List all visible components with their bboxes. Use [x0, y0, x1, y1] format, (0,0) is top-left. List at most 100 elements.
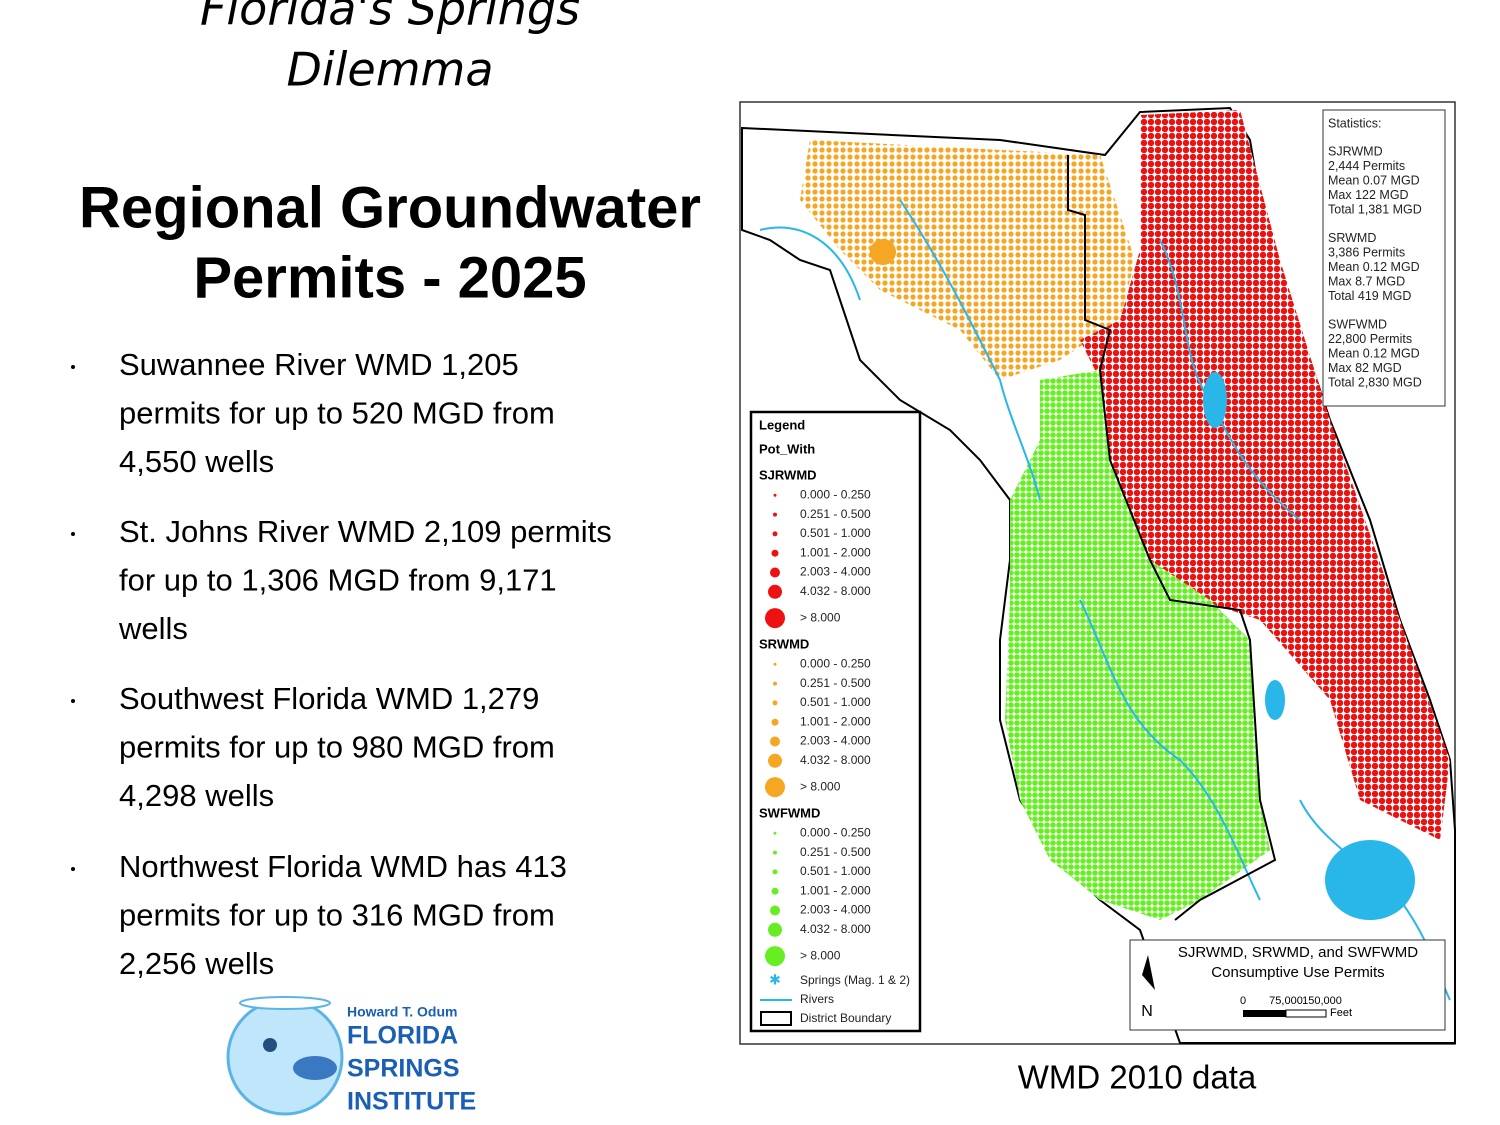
stats-line: Total 419 MGD	[1328, 289, 1411, 303]
scale-label: 150,000	[1302, 995, 1342, 1007]
legend-title: Legend	[759, 417, 805, 432]
bullet-dot	[71, 365, 75, 369]
legend-symbol	[773, 850, 777, 855]
legend: Legend Pot_With SJRWMD 0.000 - 0.250 0.251…	[749, 410, 922, 1033]
legend-symbol	[765, 608, 785, 629]
stats-line: 3,386 Permits	[1328, 245, 1405, 259]
legend-symbol	[771, 549, 779, 557]
legend-symbol	[765, 777, 785, 798]
stats-group: SRWMD	[1328, 231, 1376, 245]
legend-label: 2.003 - 4.000	[800, 903, 871, 917]
legend-symbol	[768, 922, 782, 937]
logo-text: Howard T. Odum	[347, 1004, 457, 1020]
bullet-dot	[71, 699, 75, 703]
legend-symbol	[770, 567, 780, 578]
stats-line: 22,800 Permits	[1328, 332, 1412, 346]
legend-label: 0.501 - 1.000	[800, 695, 871, 709]
bullet-text: Northwest Florida WMD has 413	[119, 849, 567, 884]
legend-label: 0.000 - 0.250	[800, 487, 871, 501]
stats-title: Statistics:	[1328, 116, 1382, 130]
scale-label: 0	[1240, 995, 1246, 1007]
scale-label: 75,000	[1269, 995, 1303, 1007]
bullet-text: Suwannee River WMD 1,205	[119, 347, 519, 382]
map-title: Consumptive Use Permits	[1211, 964, 1384, 981]
legend-label: 4.032 - 8.000	[800, 922, 871, 936]
legend-symbol	[773, 662, 777, 666]
legend-label: 0.000 - 0.250	[800, 825, 871, 839]
map-title-box: SJRWMD, SRWMD, and SWFWMD Consumptive Us…	[1129, 939, 1446, 1031]
stats-group: SJRWMD	[1328, 144, 1383, 158]
stats-group: SWFWMD	[1328, 317, 1387, 331]
legend-label: > 8.000	[800, 610, 841, 624]
logo: Howard T. Odum FLORIDA SPRINGS INSTITUTE	[226, 996, 476, 1116]
stats-line: Mean 0.07 MGD	[1328, 173, 1420, 187]
stats-line: Total 2,830 MGD	[1328, 375, 1422, 389]
legend-label: 0.251 - 0.500	[800, 845, 871, 859]
legend-label: 2.003 - 4.000	[800, 565, 871, 579]
legend-label: Rivers	[800, 992, 834, 1006]
legend-symbol	[772, 531, 778, 537]
bullet-dot	[71, 532, 75, 536]
legend-label: 1.001 - 2.000	[800, 883, 871, 897]
stats-line: Mean 0.12 MGD	[1328, 260, 1420, 274]
legend-label: > 8.000	[800, 779, 841, 793]
legend-symbol	[770, 905, 780, 916]
legend-group: SWFWMD	[759, 805, 820, 820]
title: Florida's Springs	[200, 0, 580, 36]
bullet-text: 4,298 wells	[119, 778, 274, 813]
legend-label: > 8.000	[800, 948, 841, 962]
north-arrow: N	[1141, 1003, 1153, 1020]
legend-symbol	[773, 512, 777, 517]
legend-label: 4.032 - 8.000	[800, 753, 871, 767]
logo-text: SPRINGS	[347, 1055, 460, 1083]
legend-symbol	[770, 736, 780, 747]
legend-label: 0.000 - 0.250	[800, 656, 871, 670]
stats-line: Max 122 MGD	[1328, 188, 1409, 202]
bullet-text: St. Johns River WMD 2,109 permits	[119, 514, 612, 549]
legend-label: 1.001 - 2.000	[800, 714, 871, 728]
legend-label: 0.251 - 0.500	[800, 507, 871, 521]
subtitle: Regional Groundwater	[79, 175, 701, 240]
legend-label: 2.003 - 4.000	[800, 734, 871, 748]
bullet-text: 2,256 wells	[119, 946, 274, 981]
legend-symbol	[771, 887, 779, 895]
map-title: SJRWMD, SRWMD, and SWFWMD	[1178, 944, 1418, 961]
legend-symbol	[773, 831, 777, 835]
stats-line: Max 82 MGD	[1328, 361, 1402, 375]
subtitle: Permits - 2025	[193, 245, 586, 310]
logo-text: INSTITUTE	[347, 1088, 476, 1116]
legend-symbol	[772, 700, 778, 706]
logo-text: FLORIDA	[347, 1022, 458, 1050]
legend-label: District Boundary	[800, 1011, 891, 1025]
legend-label: Springs (Mag. 1 & 2)	[800, 973, 910, 987]
legend-symbol	[771, 718, 779, 726]
bullet-list: Suwannee River WMD 1,205 permits for up t…	[71, 347, 612, 981]
legend-label: 0.251 - 0.500	[800, 676, 871, 690]
legend-group: SJRWMD	[759, 467, 817, 482]
legend-label: 0.501 - 1.000	[800, 526, 871, 540]
legend-label: 0.501 - 1.000	[800, 864, 871, 878]
legend-group: SRWMD	[759, 636, 809, 651]
stats-line: Mean 0.12 MGD	[1328, 346, 1420, 360]
legend-label: 4.032 - 8.000	[800, 584, 871, 598]
legend-symbol	[768, 753, 782, 768]
bullet-text: permits for up to 520 MGD from	[119, 396, 555, 431]
bullet-dot	[71, 867, 75, 871]
legend-symbol	[772, 869, 778, 875]
svg-text:✱: ✱	[769, 972, 781, 988]
bullet-text: wells	[118, 611, 188, 646]
bullet-text: permits for up to 980 MGD from	[119, 730, 555, 765]
legend-symbol	[773, 493, 777, 497]
scale-unit: Feet	[1330, 1007, 1352, 1019]
bullet-text: for up to 1,306 MGD from 9,171	[119, 563, 557, 598]
legend-symbol	[773, 681, 777, 686]
bullet-text: 4,550 wells	[119, 444, 274, 479]
stats-line: 2,444 Permits	[1328, 159, 1405, 173]
legend-field: Pot_With	[759, 441, 815, 456]
legend-symbol	[768, 584, 782, 599]
stats-line: Max 8.7 MGD	[1328, 274, 1405, 288]
title: Dilemma	[286, 43, 493, 97]
stats-line: Total 1,381 MGD	[1328, 202, 1422, 216]
